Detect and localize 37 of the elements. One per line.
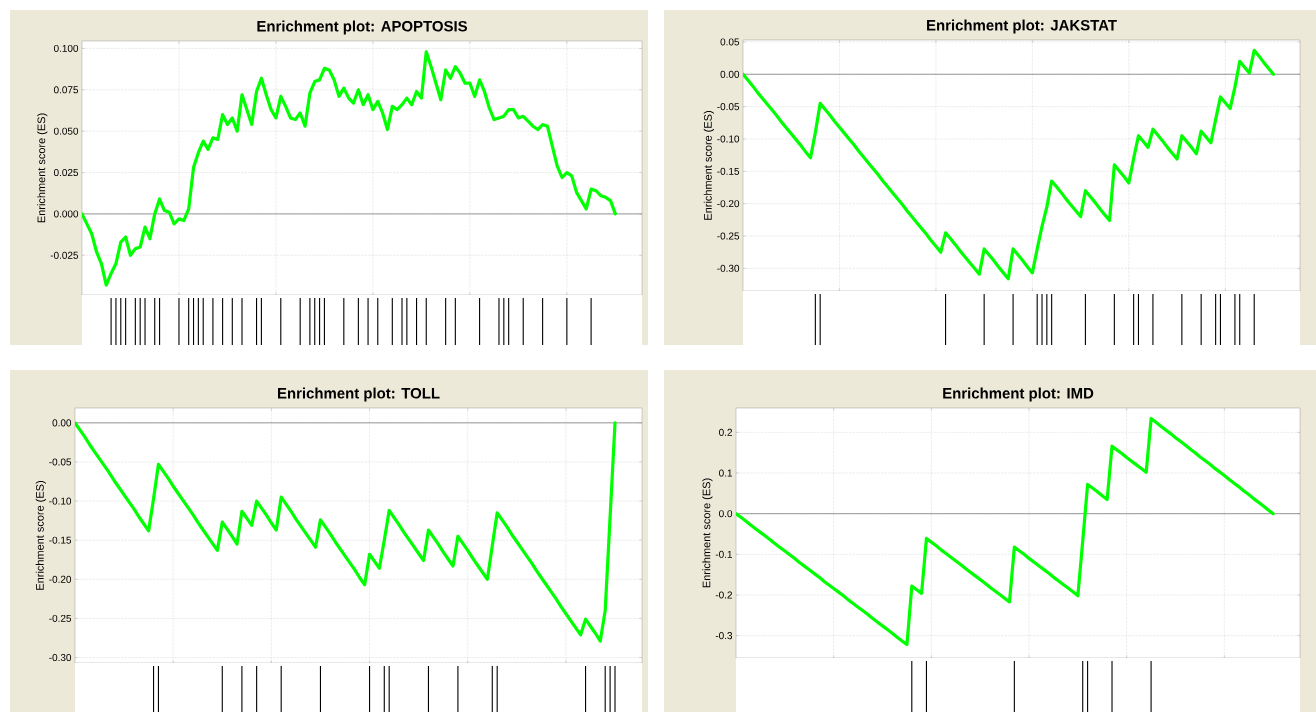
chart-title: Enrichment plot: IMD [943, 387, 1094, 402]
y-tick-label: 0.00 [52, 419, 72, 427]
y-tick-label: 0.100 [53, 44, 79, 52]
line-series [743, 48, 1276, 281]
y-tick-label: -0.2 [715, 591, 733, 599]
line-series [82, 50, 617, 287]
y-tick-label: -0.1 [715, 550, 733, 558]
y-tick-label: 0.025 [53, 169, 79, 177]
y-tick-label: -0.30 [717, 264, 740, 272]
y-tick-label: 0.05 [720, 38, 740, 46]
y-tick-label: -0.20 [49, 575, 72, 583]
y-tick-label: 0.0 [719, 510, 733, 518]
y-tick-label: -0.10 [49, 497, 72, 505]
y-axis-title: Enrichment score (ES) [702, 478, 713, 588]
y-tick-label: -0.10 [717, 135, 740, 143]
y-tick-label: 0.2 [719, 428, 733, 436]
y-tick-label: -0.15 [717, 167, 740, 175]
y-tick-label: -0.05 [717, 103, 740, 111]
y-tick-label: -0.15 [49, 536, 72, 544]
y-tick-label: 0.000 [53, 210, 79, 218]
y-axis-title: Enrichment score (ES) [703, 111, 714, 220]
y-tick-label: -0.025 [50, 251, 79, 259]
y-tick-label: -0.05 [49, 458, 72, 466]
y-tick-label: 0.00 [720, 70, 740, 78]
y-tick-label: -0.20 [717, 200, 740, 208]
y-tick-label: -0.25 [717, 232, 740, 240]
y-axis-title: Enrichment score (ES) [35, 481, 46, 590]
chart-title: Enrichment plot: APOPTOSIS [257, 20, 468, 35]
y-tick-label: -0.25 [49, 614, 72, 622]
y-tick-label: 0.050 [53, 127, 79, 135]
y-tick-label: -0.3 [715, 632, 733, 640]
chart-title: Enrichment plot: TOLL [278, 387, 440, 402]
y-tick-label: -0.30 [49, 654, 72, 662]
y-tick-label: 0.075 [53, 86, 79, 94]
y-tick-label: 0.1 [719, 469, 733, 477]
y-axis-title: Enrichment score (ES) [37, 113, 48, 223]
chart-title: Enrichment plot: JAKSTAT [927, 19, 1117, 34]
